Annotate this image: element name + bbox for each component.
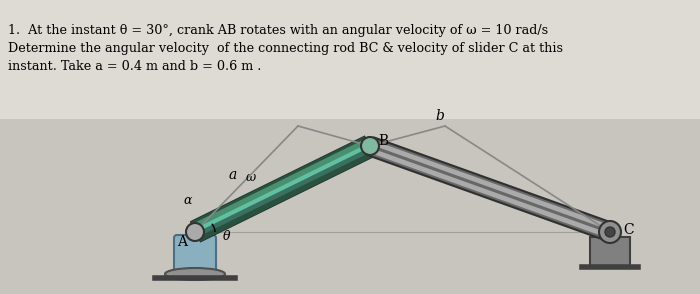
Text: b: b — [435, 109, 444, 123]
FancyBboxPatch shape — [0, 0, 700, 119]
Text: α: α — [183, 194, 192, 207]
FancyBboxPatch shape — [0, 119, 700, 294]
Text: a: a — [228, 168, 237, 182]
Circle shape — [186, 223, 204, 241]
Text: A: A — [177, 235, 187, 249]
Text: ω: ω — [246, 171, 256, 184]
Text: C: C — [623, 223, 634, 237]
Circle shape — [361, 137, 379, 155]
Text: θ: θ — [223, 230, 230, 243]
Ellipse shape — [165, 268, 225, 280]
FancyBboxPatch shape — [590, 237, 630, 267]
Text: Determine the angular velocity  of the connecting rod BC & velocity of slider C : Determine the angular velocity of the co… — [8, 42, 563, 55]
Text: instant. Take a = 0.4 m and b = 0.6 m .: instant. Take a = 0.4 m and b = 0.6 m . — [8, 60, 261, 73]
FancyBboxPatch shape — [174, 235, 216, 273]
Text: 1.  At the instant θ = 30°, crank AB rotates with an angular velocity of ω = 10 : 1. At the instant θ = 30°, crank AB rota… — [8, 24, 548, 37]
Circle shape — [605, 227, 615, 237]
Circle shape — [599, 221, 621, 243]
Text: B: B — [378, 134, 388, 148]
